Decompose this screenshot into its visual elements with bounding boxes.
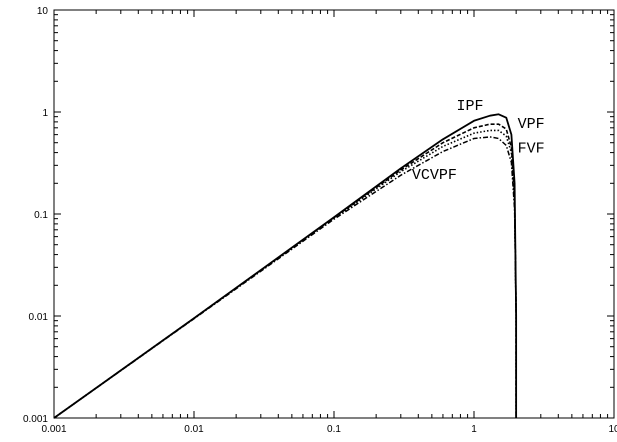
label-fvf: FVF [518, 141, 545, 158]
series-vcvpf-line [53, 136, 517, 419]
y-tick-label: 0.01 [29, 312, 49, 323]
y-tick-label: 1 [42, 108, 48, 119]
axis-ticks: 0.001 0.01 0.1 1 10 0.001 0.01 0.1 1 10 [23, 6, 617, 435]
label-ipf: IPF [457, 98, 484, 115]
x-tick-label: 0.001 [41, 424, 66, 435]
y-tick-label: 10 [37, 6, 49, 17]
x-tick-label: 0.1 [327, 424, 341, 435]
series-fvf-line [53, 129, 517, 419]
series-ipf-line [53, 113, 518, 419]
series-layer [53, 113, 518, 419]
annotation-layer: IPF VPF FVF VCVPF [412, 98, 545, 184]
x-tick-label: 0.01 [184, 424, 204, 435]
y-tick-label: 0.1 [34, 210, 48, 221]
label-vcvpf: VCVPF [412, 167, 457, 184]
plot-frame [53, 9, 615, 419]
label-vpf: VPF [518, 116, 545, 133]
x-tick-label: 1 [471, 424, 477, 435]
y-tick-label: 0.001 [23, 414, 48, 425]
x-tick-label: 10 [608, 424, 617, 435]
